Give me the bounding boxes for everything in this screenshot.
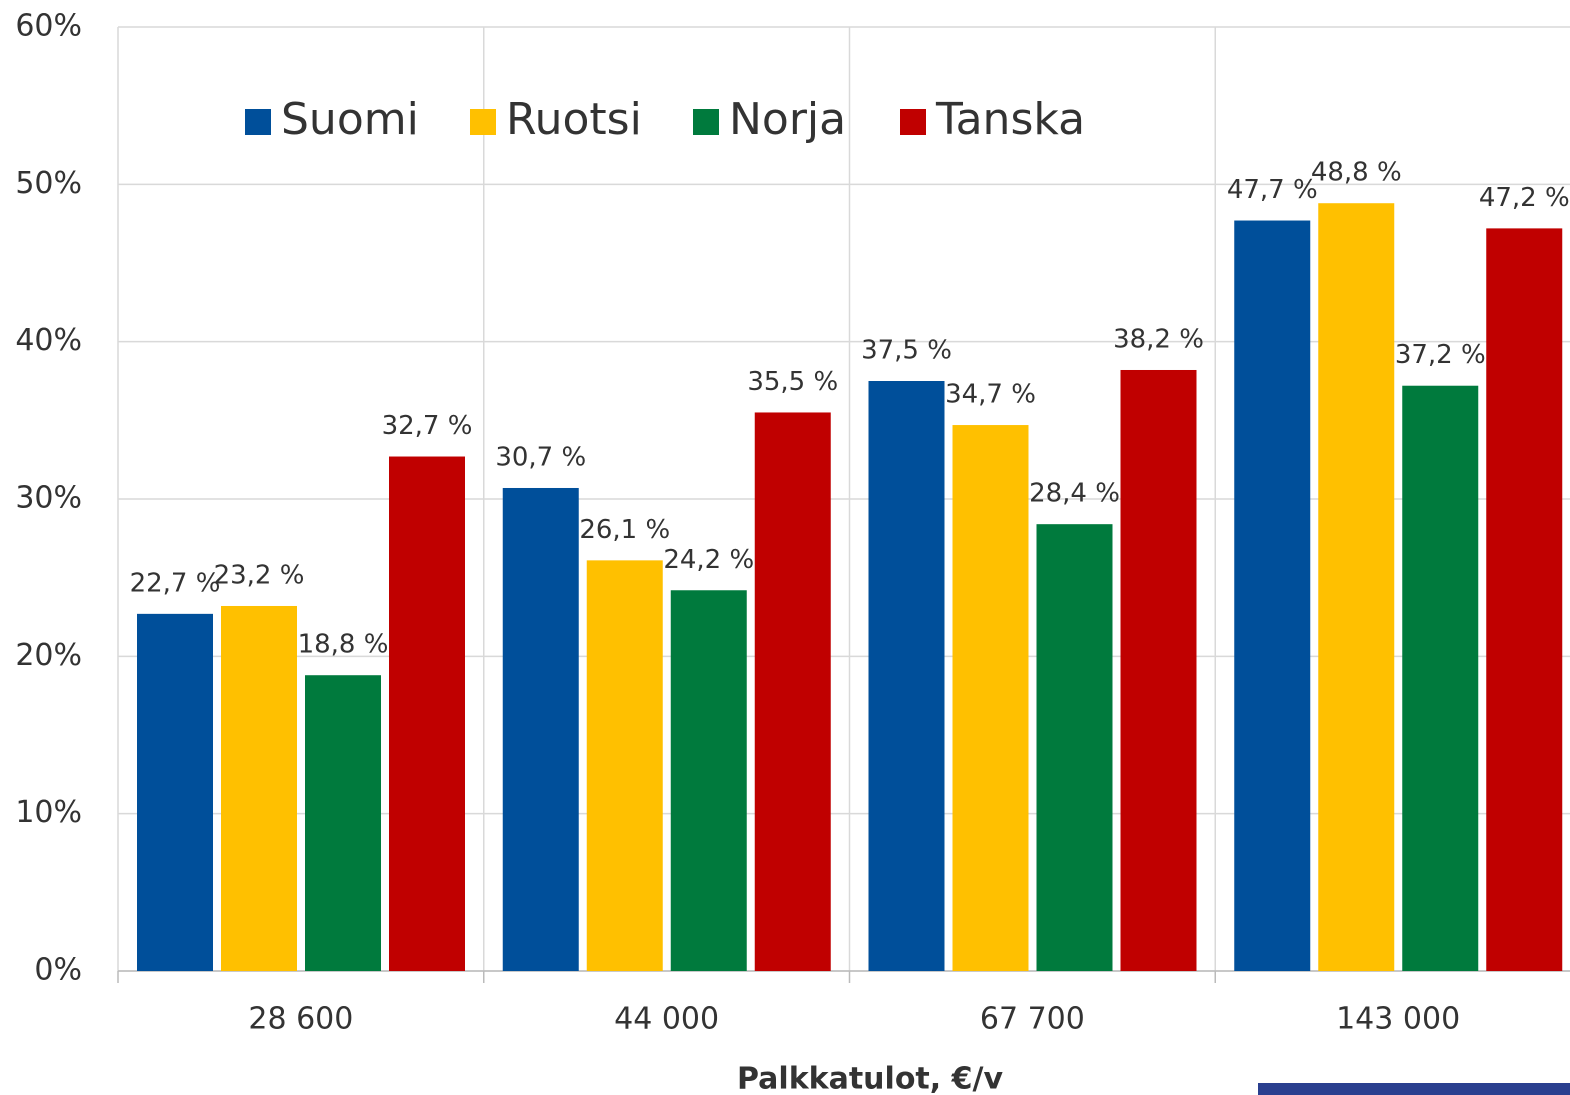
data-label: 24,2 %	[663, 545, 754, 575]
bar	[1402, 385, 1479, 972]
data-label: 23,2 %	[214, 560, 305, 590]
data-label: 48,8 %	[1311, 158, 1402, 188]
bar	[586, 560, 663, 971]
bar	[868, 381, 945, 971]
legend-label: Norja	[729, 94, 846, 145]
x-tick-label: 28 600	[248, 1002, 353, 1037]
data-label: 47,7 %	[1227, 175, 1318, 205]
data-label: 34,7 %	[945, 380, 1036, 410]
y-tick-label: 50%	[15, 166, 82, 201]
x-axis-label: Palkkatulot, €/v	[737, 1062, 1003, 1095]
data-label: 37,2 %	[1395, 340, 1486, 370]
data-label: 38,2 %	[1113, 324, 1204, 354]
data-label: 26,1 %	[579, 515, 670, 545]
data-label: 30,7 %	[495, 442, 586, 472]
legend-swatch	[900, 109, 926, 135]
bar	[1036, 524, 1113, 971]
bar	[305, 675, 381, 971]
data-label: 35,5 %	[747, 367, 838, 397]
bar	[221, 605, 297, 971]
legend-label: Tanska	[935, 94, 1085, 145]
y-tick-label: 30%	[15, 481, 82, 516]
legend-swatch	[693, 109, 719, 135]
y-tick-label: 40%	[15, 323, 82, 358]
bar	[389, 456, 465, 971]
x-tick-label: 143 000	[1336, 1002, 1460, 1037]
bar	[952, 425, 1029, 971]
decoration-bar	[1258, 1083, 1570, 1095]
legend-swatch	[245, 109, 271, 135]
y-tick-label: 10%	[15, 795, 82, 830]
y-tick-label: 0%	[34, 953, 82, 988]
data-label: 37,5 %	[861, 336, 952, 366]
bar	[1234, 220, 1311, 971]
data-label: 18,8 %	[298, 630, 389, 660]
legend-swatch	[470, 109, 496, 135]
x-tick-label: 67 700	[980, 1002, 1085, 1037]
bar	[137, 613, 213, 971]
legend-label: Ruotsi	[506, 94, 642, 145]
y-tick-label: 60%	[15, 9, 82, 44]
data-label: 47,2 %	[1479, 183, 1570, 213]
data-label: 28,4 %	[1029, 479, 1120, 509]
bar	[670, 590, 747, 971]
data-label: 22,7 %	[130, 568, 221, 598]
x-tick-label: 44 000	[614, 1002, 719, 1037]
bar	[1318, 203, 1395, 972]
data-label: 32,7 %	[382, 411, 473, 441]
legend-label: Suomi	[281, 94, 419, 145]
bar	[754, 412, 831, 971]
bar	[1120, 369, 1197, 971]
bar	[1486, 228, 1563, 972]
y-tick-label: 20%	[15, 638, 82, 673]
bar	[502, 487, 579, 971]
